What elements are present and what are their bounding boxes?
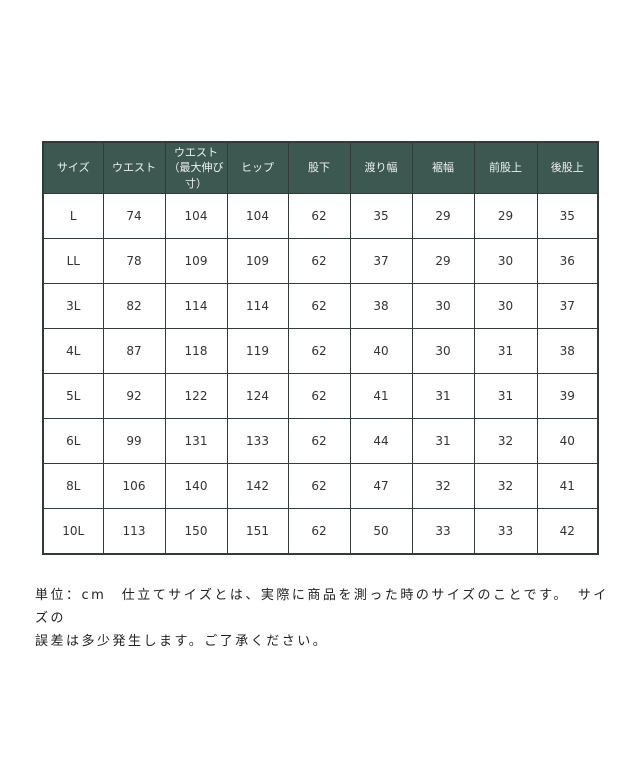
size-note-line-1: 単位：cm 仕立てサイズとは、実際に商品を測った時のサイズのことです。 サイズの <box>35 588 609 626</box>
measurement-cell: 150 <box>164 508 228 555</box>
measurement-cell: 37 <box>349 238 413 285</box>
measurement-cell: 30 <box>411 283 475 330</box>
measurement-cell: 131 <box>164 418 228 465</box>
measurement-cell: 62 <box>287 418 351 465</box>
col-header-size: サイズ <box>42 141 104 195</box>
measurement-cell: 31 <box>411 418 475 465</box>
size-note-line-2: 誤差は多少発生します。ご了承ください。 <box>35 634 329 649</box>
measurement-cell: 31 <box>473 373 538 420</box>
measurement-cell: 62 <box>287 508 351 555</box>
measurement-cell: 133 <box>226 418 289 465</box>
size-label-cell: LL <box>42 238 104 285</box>
size-label-cell: 6L <box>42 418 104 465</box>
measurement-cell: 118 <box>164 328 228 375</box>
measurement-cell: 41 <box>349 373 413 420</box>
measurement-cell: 32 <box>411 463 475 510</box>
measurement-cell: 78 <box>102 238 166 285</box>
measurement-cell: 62 <box>287 238 351 285</box>
measurement-cell: 82 <box>102 283 166 330</box>
measurement-cell: 87 <box>102 328 166 375</box>
table-row: 3L 82 114 114 62 38 30 30 37 <box>42 283 599 330</box>
measurement-cell: 41 <box>536 463 599 510</box>
table-row: L 74 104 104 62 35 29 29 35 <box>42 193 599 240</box>
measurement-cell: 74 <box>102 193 166 240</box>
measurement-cell: 62 <box>287 328 351 375</box>
measurement-cell: 32 <box>473 463 538 510</box>
measurement-cell: 92 <box>102 373 166 420</box>
measurement-cell: 119 <box>226 328 289 375</box>
col-header-hip: ヒップ <box>226 141 289 195</box>
col-header-thigh-width: 渡り幅 <box>349 141 413 195</box>
measurement-cell: 109 <box>226 238 289 285</box>
measurement-cell: 47 <box>349 463 413 510</box>
measurement-cell: 114 <box>164 283 228 330</box>
measurement-cell: 36 <box>536 238 599 285</box>
measurement-cell: 62 <box>287 193 351 240</box>
measurement-cell: 35 <box>536 193 599 240</box>
table-header-row: サイズ ウエスト ウエスト（最大伸び寸） ヒップ 股下 渡り幅 裾幅 前股上 後… <box>42 141 599 195</box>
table-row: 5L 92 122 124 62 41 31 31 39 <box>42 373 599 420</box>
measurement-cell: 33 <box>473 508 538 555</box>
table-row: LL 78 109 109 62 37 29 30 36 <box>42 238 599 285</box>
measurement-cell: 142 <box>226 463 289 510</box>
measurement-cell: 122 <box>164 373 228 420</box>
measurement-cell: 104 <box>226 193 289 240</box>
measurement-cell: 40 <box>349 328 413 375</box>
measurement-cell: 99 <box>102 418 166 465</box>
col-header-waist-max: ウエスト（最大伸び寸） <box>164 141 228 195</box>
measurement-cell: 29 <box>473 193 538 240</box>
measurement-cell: 30 <box>473 238 538 285</box>
measurement-cell: 38 <box>536 328 599 375</box>
size-label-cell: 5L <box>42 373 104 420</box>
size-label-cell: L <box>42 193 104 240</box>
measurement-cell: 113 <box>102 508 166 555</box>
measurement-cell: 35 <box>349 193 413 240</box>
measurement-cell: 42 <box>536 508 599 555</box>
size-label-cell: 10L <box>42 508 104 555</box>
measurement-cell: 39 <box>536 373 599 420</box>
measurement-cell: 29 <box>411 193 475 240</box>
measurement-cell: 30 <box>411 328 475 375</box>
col-header-front-rise: 前股上 <box>473 141 538 195</box>
measurement-cell: 140 <box>164 463 228 510</box>
size-label-cell: 3L <box>42 283 104 330</box>
measurement-cell: 38 <box>349 283 413 330</box>
measurement-cell: 50 <box>349 508 413 555</box>
col-header-hem-width: 裾幅 <box>411 141 475 195</box>
col-header-back-rise: 後股上 <box>536 141 599 195</box>
table-body: L 74 104 104 62 35 29 29 35 LL 78 109 109 62 37 29 30 36 3… <box>42 193 599 555</box>
measurement-cell: 62 <box>287 283 351 330</box>
measurement-cell: 40 <box>536 418 599 465</box>
measurement-cell: 151 <box>226 508 289 555</box>
size-label-cell: 8L <box>42 463 104 510</box>
table-row: 8L 106 140 142 62 47 32 32 41 <box>42 463 599 510</box>
col-header-inseam: 股下 <box>287 141 351 195</box>
measurement-cell: 124 <box>226 373 289 420</box>
size-chart-table: サイズ ウエスト ウエスト（最大伸び寸） ヒップ 股下 渡り幅 裾幅 前股上 後… <box>42 141 599 555</box>
measurement-cell: 31 <box>411 373 475 420</box>
measurement-cell: 62 <box>287 463 351 510</box>
measurement-cell: 32 <box>473 418 538 465</box>
measurement-cell: 106 <box>102 463 166 510</box>
table-row: 6L 99 131 133 62 44 31 32 40 <box>42 418 599 465</box>
measurement-cell: 37 <box>536 283 599 330</box>
measurement-cell: 104 <box>164 193 228 240</box>
measurement-cell: 33 <box>411 508 475 555</box>
size-label-cell: 4L <box>42 328 104 375</box>
table-row: 10L 113 150 151 62 50 33 33 42 <box>42 508 599 555</box>
table-row: 4L 87 118 119 62 40 30 31 38 <box>42 328 599 375</box>
measurement-cell: 114 <box>226 283 289 330</box>
col-header-waist: ウエスト <box>102 141 166 195</box>
measurement-cell: 62 <box>287 373 351 420</box>
size-note: 単位：cm 仕立てサイズとは、実際に商品を測った時のサイズのことです。 サイズの… <box>35 584 613 653</box>
measurement-cell: 109 <box>164 238 228 285</box>
measurement-cell: 31 <box>473 328 538 375</box>
measurement-cell: 30 <box>473 283 538 330</box>
measurement-cell: 44 <box>349 418 413 465</box>
measurement-cell: 29 <box>411 238 475 285</box>
